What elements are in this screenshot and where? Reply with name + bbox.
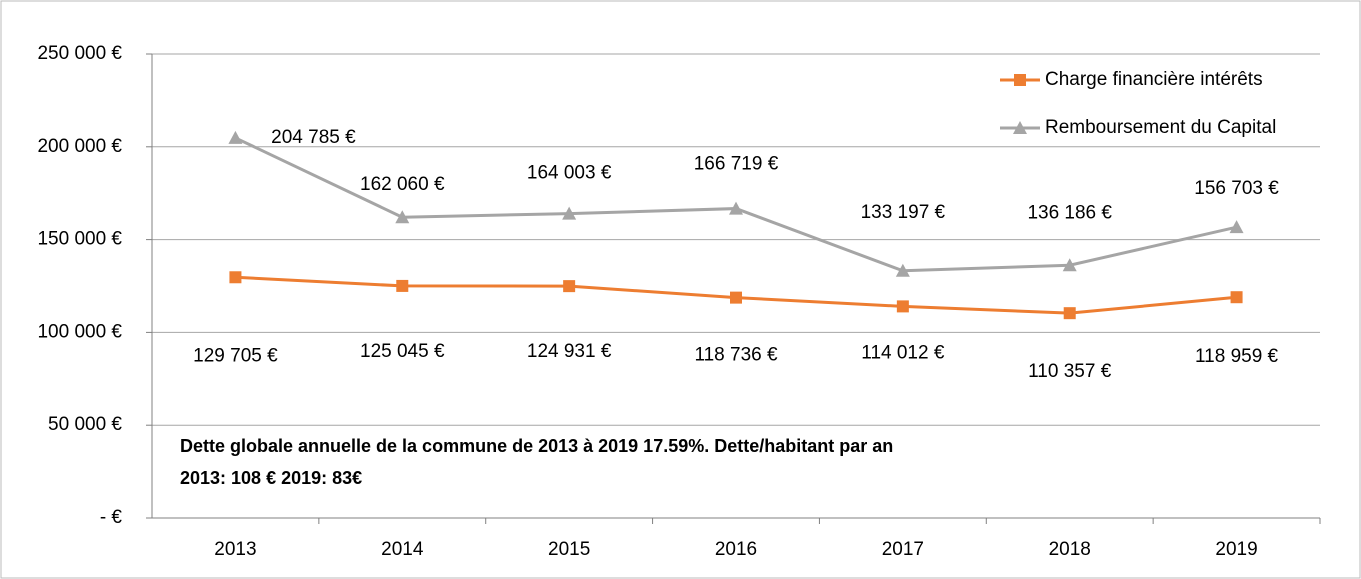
data-label: 124 931 € (527, 341, 612, 362)
marker (229, 271, 242, 284)
y-tick-label: - € (100, 507, 123, 528)
legend-label: Remboursement du Capital (1045, 117, 1276, 138)
annotation: 2013: 108 € 2019: 83€ (180, 468, 362, 488)
marker (1063, 307, 1076, 320)
data-label: 118 959 € (1195, 346, 1279, 367)
data-label: 166 719 € (694, 154, 779, 175)
annotation: Dette globale annuelle de la commune de … (180, 436, 893, 456)
marker (895, 263, 910, 277)
legend-label: Charge financière intérêts (1045, 69, 1263, 90)
data-label: 110 357 € (1028, 361, 1112, 382)
x-tick-label: 2019 (1215, 539, 1257, 560)
x-tick-label: 2014 (381, 539, 424, 560)
data-label: 125 045 € (360, 341, 445, 362)
x-tick-label: 2016 (715, 539, 757, 560)
y-tick-label: 50 000 € (48, 414, 122, 435)
x-tick-label: 2017 (882, 539, 924, 560)
y-tick-label: 150 000 € (37, 229, 122, 250)
marker (1013, 121, 1027, 134)
y-tick-label: 200 000 € (37, 136, 122, 157)
y-tick-label: 250 000 € (37, 43, 122, 64)
x-tick-label: 2015 (548, 539, 590, 560)
marker (896, 300, 909, 313)
marker (228, 130, 243, 144)
marker (396, 279, 409, 292)
data-label: 129 705 € (193, 345, 278, 366)
x-tick-label: 2013 (214, 539, 256, 560)
data-label: 118 736 € (694, 345, 778, 366)
data-label: 164 003 € (527, 163, 612, 184)
x-tick-label: 2018 (1049, 539, 1091, 560)
data-label: 156 703 € (1194, 178, 1279, 199)
marker (563, 280, 576, 293)
marker (729, 201, 743, 215)
marker (1230, 291, 1243, 304)
marker (395, 210, 410, 224)
data-label: 114 012 € (861, 342, 945, 363)
data-label: 133 197 € (861, 202, 946, 223)
data-label: 204 785 € (271, 127, 356, 148)
marker (730, 291, 742, 304)
marker (1229, 220, 1244, 234)
data-label: 136 186 € (1027, 202, 1112, 223)
marker (1062, 258, 1077, 272)
data-label: 162 060 € (360, 174, 445, 195)
y-tick-label: 100 000 € (37, 321, 122, 342)
marker (562, 206, 577, 220)
marker (1014, 74, 1026, 86)
